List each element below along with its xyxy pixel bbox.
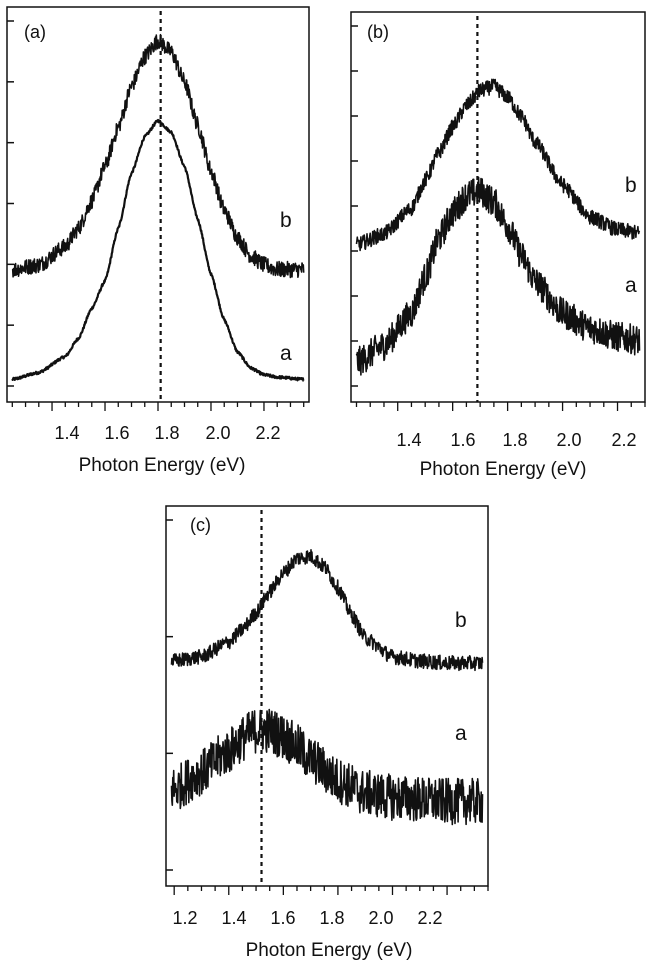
series-label-b: b: [455, 609, 467, 632]
panel-b: (b) b a 1.4 1.6 1.8 2.0 2.2 Photon Energ…: [350, 11, 646, 480]
series-label-a: a: [625, 274, 637, 297]
x-tick-label: 2.0: [205, 423, 230, 443]
series-label-b: b: [280, 209, 292, 232]
x-tick-label: 1.6: [104, 423, 129, 443]
x-tick-labels: 1.4 1.6 1.8 2.0 2.2: [54, 423, 280, 443]
series-label-a: a: [280, 342, 292, 365]
x-ticks: [11, 402, 305, 411]
series-label-a: a: [455, 722, 467, 745]
series-a-line: [170, 708, 484, 826]
x-tick-labels: 1.2 1.4 1.6 1.8 2.0 2.2: [172, 908, 442, 928]
series-b-line: [355, 78, 641, 252]
x-ticks: [173, 886, 489, 895]
series-a-line: [11, 118, 305, 382]
plot-frame: [165, 505, 489, 887]
series-b-line: [11, 33, 305, 279]
x-tick-label: 2.2: [255, 423, 280, 443]
x-tick-label: 1.6: [270, 908, 295, 928]
x-tick-label: 1.4: [54, 423, 79, 443]
x-tick-label: 2.0: [368, 908, 393, 928]
x-tick-label: 1.6: [450, 430, 475, 450]
x-tick-label: 1.4: [396, 430, 421, 450]
x-ticks: [355, 402, 646, 411]
plot-frame: [6, 6, 310, 403]
x-axis-title: Photon Energy (eV): [79, 455, 246, 476]
x-tick-label: 1.2: [172, 908, 197, 928]
panel-label: (a): [24, 22, 46, 42]
x-tick-label: 1.8: [319, 908, 344, 928]
panel-label: (b): [367, 22, 389, 42]
x-tick-label: 1.4: [221, 908, 246, 928]
x-tick-label: 2.2: [417, 908, 442, 928]
x-tick-label: 2.0: [556, 430, 581, 450]
y-ticks: [166, 519, 173, 871]
plot-frame: [350, 11, 646, 403]
y-ticks: [7, 20, 14, 387]
x-tick-labels: 1.4 1.6 1.8 2.0 2.2: [396, 430, 636, 450]
x-tick-label: 2.2: [611, 430, 636, 450]
series-b-line: [170, 549, 484, 672]
x-tick-label: 1.8: [502, 430, 527, 450]
panel-a: (a) b a 1.4 1.6 1.8 2.0 2.2 Photon Energ…: [6, 6, 310, 476]
x-axis-title: Photon Energy (eV): [246, 940, 413, 961]
x-axis-title: Photon Energy (eV): [420, 459, 587, 480]
series-label-b: b: [625, 174, 637, 197]
y-ticks: [351, 25, 358, 387]
panel-c: (c) b a 1.2 1.4 1.6 1.8 2.0 2.2 Photon E…: [165, 505, 489, 961]
series-a-line: [355, 176, 641, 376]
x-tick-label: 1.8: [154, 423, 179, 443]
panel-label: (c): [190, 515, 211, 535]
